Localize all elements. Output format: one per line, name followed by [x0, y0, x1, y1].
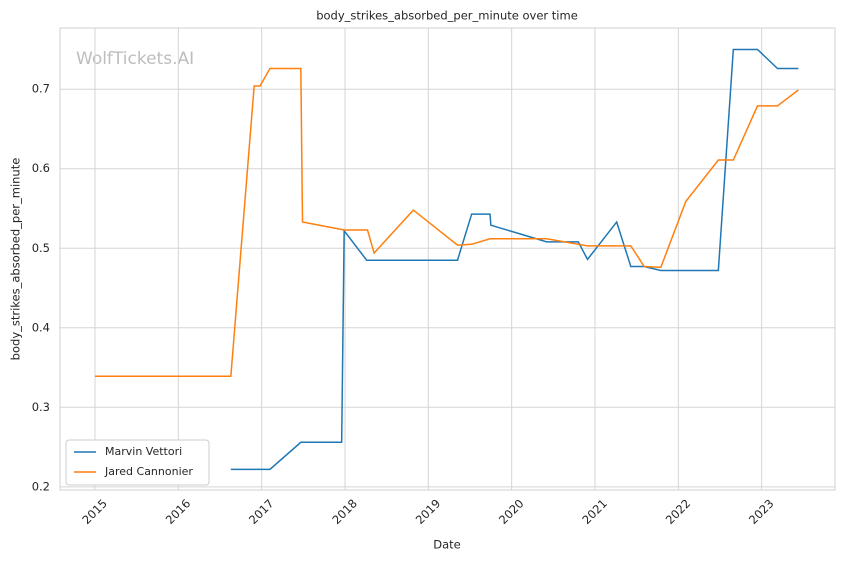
line — [95, 67, 799, 378]
y-tick-label: 0.3 — [32, 400, 50, 414]
chart-title: body_strikes_absorbed_per_minute over ti… — [316, 9, 578, 23]
y-tick-label: 0.5 — [32, 241, 50, 255]
y-tick-label: 0.2 — [32, 479, 50, 493]
legend-box — [65, 439, 210, 486]
y-tick-label: 0.7 — [32, 82, 50, 96]
y-axis-label: body_strikes_absorbed_per_minute — [9, 158, 23, 361]
legend-label: Marvin Vettori — [105, 445, 182, 458]
y-tick-label: 0.6 — [32, 161, 50, 175]
plot-frame — [59, 27, 836, 491]
watermark: WolfTickets.AI — [76, 49, 194, 69]
legend-label: Jared Cannonier — [104, 465, 193, 478]
y-tick-label: 0.4 — [32, 320, 50, 334]
x-axis-label: Date — [433, 538, 461, 552]
